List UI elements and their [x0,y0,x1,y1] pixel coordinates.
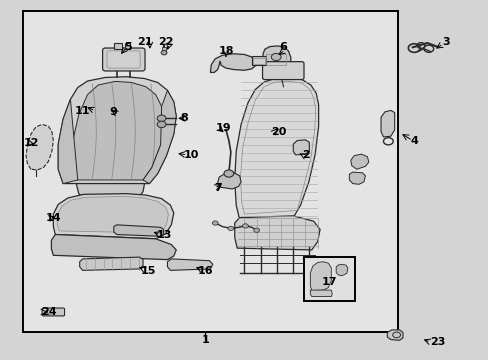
Text: 20: 20 [271,127,286,136]
Polygon shape [58,99,78,184]
Bar [162,47,165,52]
Bar [22,12,397,332]
Text: 14: 14 [46,213,61,223]
Polygon shape [167,259,212,270]
Bar [266,54,285,65]
Polygon shape [210,54,255,72]
Polygon shape [143,90,176,184]
Polygon shape [58,77,176,184]
FancyBboxPatch shape [102,48,145,71]
Text: 3: 3 [441,37,448,47]
Circle shape [253,228,259,232]
Text: 2: 2 [302,150,309,160]
Polygon shape [234,216,320,250]
Text: 8: 8 [180,113,187,123]
Bar [114,43,122,49]
Polygon shape [73,81,163,180]
Polygon shape [386,330,402,340]
Bar [251,56,266,65]
FancyBboxPatch shape [42,308,64,316]
Polygon shape [310,290,331,297]
Polygon shape [53,194,173,239]
Text: 6: 6 [279,42,287,52]
Polygon shape [380,111,394,137]
Circle shape [157,115,165,122]
Circle shape [161,50,166,55]
Circle shape [224,170,233,177]
Text: 7: 7 [213,183,221,193]
Circle shape [271,53,281,60]
Polygon shape [76,184,144,201]
Text: 5: 5 [124,42,131,52]
Bar [304,257,354,301]
Text: 18: 18 [218,46,233,56]
Text: 10: 10 [183,150,199,160]
Text: 17: 17 [322,277,337,287]
Polygon shape [217,173,241,189]
Text: 24: 24 [41,307,56,317]
Circle shape [227,226,233,230]
Text: 22: 22 [158,37,173,47]
Circle shape [242,224,248,228]
Polygon shape [350,154,368,169]
Text: 19: 19 [215,123,230,133]
Text: 4: 4 [409,136,417,145]
Polygon shape [26,125,53,170]
Text: 9: 9 [109,107,117,117]
Text: 1: 1 [201,335,209,345]
Circle shape [157,121,165,128]
Polygon shape [263,46,290,68]
Text: 11: 11 [74,106,90,116]
Polygon shape [335,264,347,276]
Text: 21: 21 [137,37,152,47]
Polygon shape [293,140,309,155]
Polygon shape [57,197,168,233]
Text: 16: 16 [198,266,213,276]
FancyBboxPatch shape [262,62,304,80]
Text: 15: 15 [141,266,156,276]
Polygon shape [51,234,176,260]
Circle shape [212,221,218,225]
Text: 23: 23 [429,337,444,347]
Text: 13: 13 [157,230,172,240]
Polygon shape [310,262,330,291]
Bar [124,43,130,49]
Polygon shape [234,78,318,220]
Bar [45,310,51,314]
Polygon shape [80,257,143,270]
Text: 12: 12 [24,138,40,148]
Polygon shape [348,172,365,184]
Polygon shape [114,225,163,236]
Bar [253,58,264,64]
